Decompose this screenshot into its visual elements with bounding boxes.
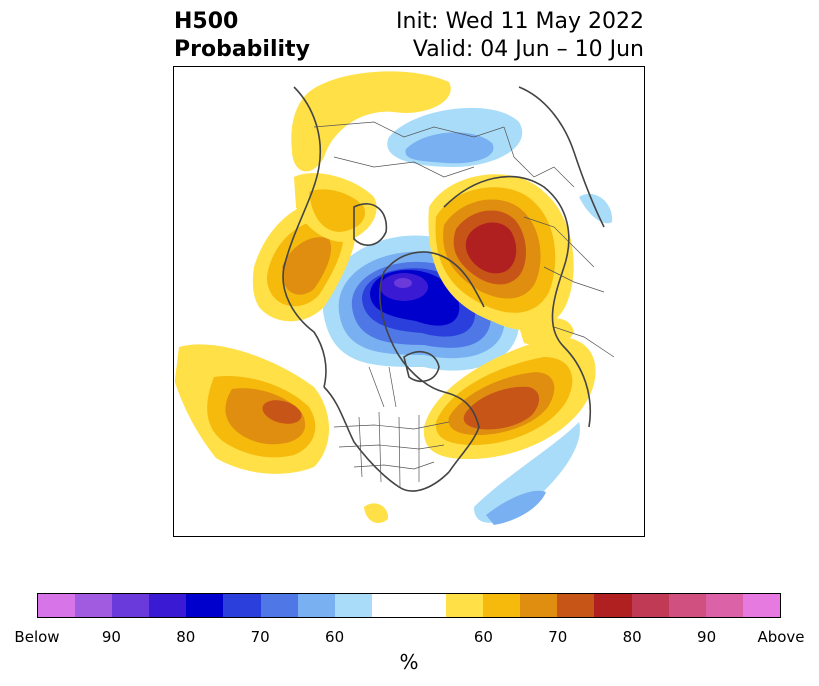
colorbar-cell — [631, 594, 669, 617]
above-anomaly-europe — [428, 174, 574, 347]
colorbar-tick-label: 80 — [176, 628, 196, 646]
colorbar-cell — [557, 594, 595, 617]
colorbar-tick-label: 60 — [325, 628, 345, 646]
colorbar-cell — [408, 594, 447, 617]
colorbar-cell — [520, 594, 558, 617]
colorbar-cell — [371, 594, 409, 617]
colorbar — [37, 593, 781, 618]
colorbar-tick-label: 80 — [622, 628, 642, 646]
probability-field — [174, 71, 615, 525]
colorbar-cell — [705, 594, 743, 617]
colorbar-tick-label: Above — [757, 628, 805, 646]
colorbar-tick-label: 60 — [473, 628, 493, 646]
above-anomaly-pacific — [174, 344, 329, 474]
colorbar-cell — [75, 594, 113, 617]
colorbar-cell — [742, 594, 780, 617]
colorbar-cell — [260, 594, 298, 617]
colorbar-cell — [483, 594, 521, 617]
colorbar-tick-label: 70 — [250, 628, 270, 646]
title-variable: H500 — [174, 9, 239, 34]
polar-map — [173, 66, 645, 537]
init-date: Init: Wed 11 May 2022 — [396, 9, 644, 34]
colorbar-cell — [594, 594, 632, 617]
title-product: Probability — [174, 37, 310, 62]
colorbar-tick-label: 90 — [101, 628, 121, 646]
colorbar-cell — [223, 594, 261, 617]
colorbar-cell — [297, 594, 335, 617]
colorbar-tick-label: Below — [14, 628, 60, 646]
colorbar-cell — [149, 594, 187, 617]
title-right: Init: Wed 11 May 2022 Valid: 04 Jun – 10… — [396, 8, 644, 64]
title-left: H500 Probability — [174, 8, 310, 64]
above-anomaly-arctic-rim — [291, 71, 451, 242]
colorbar-cell — [668, 594, 706, 617]
colorbar-cell — [446, 594, 484, 617]
borders — [313, 121, 615, 488]
below-anomaly-atlantic — [474, 422, 580, 525]
colorbar-cell — [334, 594, 372, 617]
colorbar-unit: % — [399, 650, 419, 674]
colorbar-cell — [186, 594, 224, 617]
below-anomaly-north — [387, 107, 613, 224]
colorbar-tick-label: 70 — [548, 628, 568, 646]
above-anomaly-northeast — [364, 336, 596, 523]
valid-range: Valid: 04 Jun – 10 Jun — [412, 37, 644, 62]
colorbar-cell — [38, 594, 76, 617]
colorbar-tick-label: 90 — [697, 628, 717, 646]
colorbar-cell — [112, 594, 150, 617]
